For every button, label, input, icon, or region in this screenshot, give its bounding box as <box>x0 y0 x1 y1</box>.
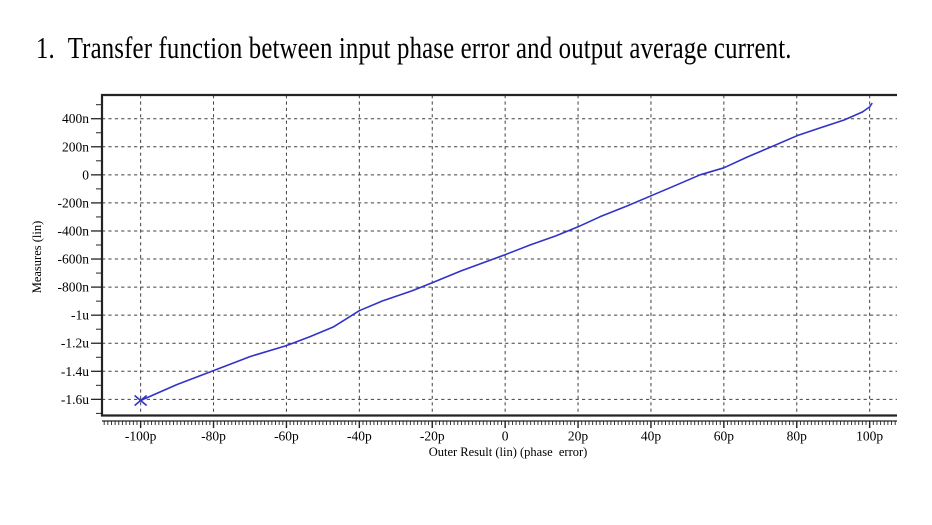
x-tick-label: -80p <box>201 429 226 444</box>
y-tick-label: -1.4u <box>61 364 89 379</box>
x-tick-label: 80p <box>787 429 808 444</box>
y-tick-label: 0 <box>82 167 89 182</box>
y-tick-label: 200n <box>62 139 89 154</box>
x-axis-label: Outer Result (lin) (phase error) <box>429 445 588 459</box>
title-text: Transfer function between input phase er… <box>67 30 792 65</box>
x-tick-label: -60p <box>274 429 299 444</box>
x-tick-label: 20p <box>568 429 589 444</box>
series-line <box>140 102 873 402</box>
x-tick-label: -20p <box>420 429 445 444</box>
y-tick-label: 400n <box>62 111 89 126</box>
x-tick-label: 100p <box>856 429 883 444</box>
y-tick-label: -400n <box>58 223 90 238</box>
y-tick-label: -200n <box>58 195 90 210</box>
y-tick-label: -1.6u <box>61 392 89 407</box>
document-title: 1. Transfer function between input phase … <box>36 30 792 66</box>
y-tick-label: -800n <box>58 280 90 295</box>
y-tick-label: -1.2u <box>61 336 89 351</box>
x-tick-label: 60p <box>714 429 735 444</box>
y-tick-label: -1u <box>71 308 89 323</box>
x-tick-label: 40p <box>641 429 662 444</box>
series-start-marker <box>134 394 148 407</box>
chart-generated-layer: 400n 200n 0 -200n -400n -600n -800n -1u -1.2u -1.… <box>58 93 897 444</box>
plot-frame <box>100 93 897 417</box>
y-axis-label: Measures (lin) <box>30 221 44 294</box>
y-tick-label: -600n <box>58 252 90 267</box>
x-tick-label: -100p <box>125 429 157 444</box>
x-tick-label: -40p <box>347 429 372 444</box>
x-tick-label: 0 <box>502 429 509 444</box>
title-number: 1. <box>36 30 55 65</box>
